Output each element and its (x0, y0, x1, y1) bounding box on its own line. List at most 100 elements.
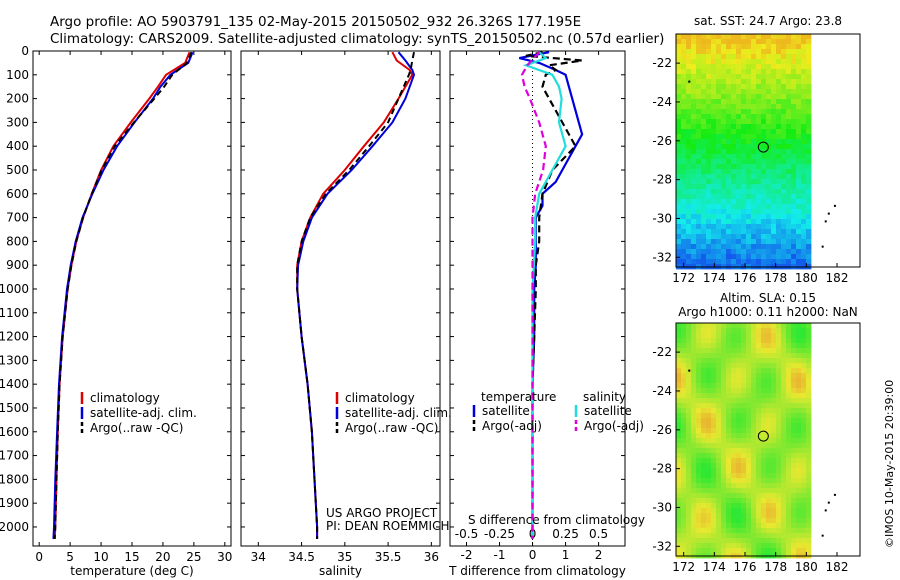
sla-cell (751, 393, 757, 399)
sst-cell (711, 189, 717, 195)
sla-cell (676, 338, 682, 344)
sst-cell (686, 39, 692, 45)
legend-title-temperature: temperature (481, 390, 556, 404)
sst-cell (726, 119, 732, 125)
sla-cell (691, 523, 697, 529)
sst-cell (796, 194, 802, 200)
sst-cell (761, 134, 767, 140)
sst-cell (676, 229, 682, 235)
sla-cell (761, 338, 767, 344)
y-tick-label: 1300 (0, 353, 29, 367)
sst-cell (766, 244, 772, 250)
sla-cell (751, 413, 757, 419)
y-tick-label: 1700 (0, 449, 29, 463)
sla-cell (701, 348, 707, 354)
sla-cell (776, 323, 782, 329)
sla-cell (711, 428, 717, 434)
salinity-x-tick-label: 35 (337, 550, 352, 564)
sst-cell (746, 59, 752, 65)
sla-cell (681, 413, 687, 419)
sst-cell (726, 249, 732, 255)
sla-cell (761, 473, 767, 479)
sla-cell (741, 453, 747, 459)
sla-cell (696, 478, 702, 484)
difference-xlabel-top: S difference from climatology (468, 513, 645, 527)
sst-cell (801, 94, 807, 100)
sst-cell (776, 259, 782, 265)
sst-cell (716, 239, 722, 245)
sla-cell (676, 418, 682, 424)
sst-cell (781, 194, 787, 200)
sla-cell (701, 388, 707, 394)
sst-cell (686, 254, 692, 260)
sst-cell (771, 249, 777, 255)
sst-cell (686, 249, 692, 255)
sla-cell (786, 328, 792, 334)
sla-cell (781, 538, 787, 544)
sla-cell (676, 323, 682, 329)
sst-cell (696, 249, 702, 255)
sla-cell (721, 523, 727, 529)
sst-cell (676, 204, 682, 210)
sla-cell (686, 468, 692, 474)
sst-cell (796, 99, 802, 105)
sst-cell (766, 224, 772, 230)
sla-cell (806, 478, 812, 484)
sla-cell (746, 333, 752, 339)
sla-cell (701, 358, 707, 364)
sst-cell (731, 254, 737, 260)
y-tick-label: 1900 (0, 496, 29, 510)
sla-cell (696, 323, 702, 329)
sla-cell (796, 503, 802, 509)
sst-cell (746, 99, 752, 105)
sla-cell (786, 463, 792, 469)
sla-cell (701, 418, 707, 424)
sst-cell (701, 149, 707, 155)
sla-cell (676, 453, 682, 459)
sst-cell (771, 34, 777, 40)
sst-cell (741, 39, 747, 45)
sla-cell (746, 353, 752, 359)
sst-cell (766, 104, 772, 110)
sst-cell (771, 214, 777, 220)
sst-cell (746, 84, 752, 90)
sst-cell (761, 179, 767, 185)
sla-cell (701, 338, 707, 344)
sst-cell (741, 209, 747, 215)
sst-cell (691, 179, 697, 185)
y-tick-label: 1500 (0, 401, 29, 415)
sst-cell (726, 239, 732, 245)
sla-cell (721, 338, 727, 344)
sst-cell (806, 234, 812, 240)
sla-cell (801, 333, 807, 339)
sst-cell (771, 184, 777, 190)
sst-cell (686, 94, 692, 100)
sla-cell (746, 538, 752, 544)
sla-cell (726, 403, 732, 409)
sla-island (833, 493, 836, 496)
sla-cell (766, 463, 772, 469)
sst-cell (806, 154, 812, 160)
sst-cell (676, 119, 682, 125)
sla-cell (751, 443, 757, 449)
sst-cell (706, 184, 712, 190)
sst-cell (761, 259, 767, 265)
sst-cell (741, 154, 747, 160)
sla-cell (691, 548, 697, 554)
sst-cell (686, 109, 692, 115)
sla-cell (731, 463, 737, 469)
sla-cell (746, 423, 752, 429)
sla-cell (781, 458, 787, 464)
sst-cell (796, 189, 802, 195)
sla-cell (781, 453, 787, 459)
sst-cell (751, 184, 757, 190)
sla-cell (756, 543, 762, 549)
sst-cell (691, 204, 697, 210)
sla-cell (776, 378, 782, 384)
sst-cell (691, 229, 697, 235)
sla-cell (736, 498, 742, 504)
sst-cell (806, 164, 812, 170)
sst-cell (711, 109, 717, 115)
sla-cell (731, 353, 737, 359)
sla-cell (686, 493, 692, 499)
